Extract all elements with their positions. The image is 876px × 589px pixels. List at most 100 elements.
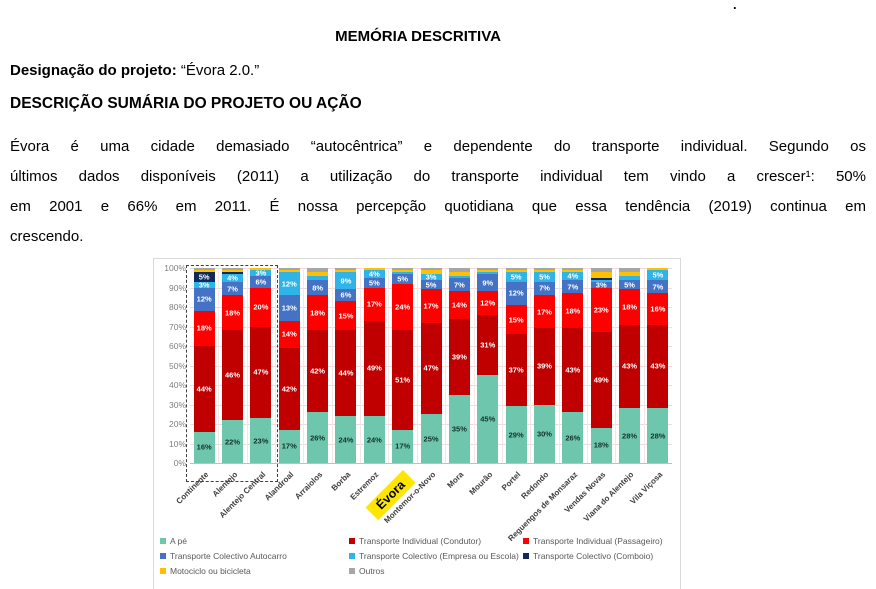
- bar-segment: 5%: [363, 277, 385, 288]
- stacked-bar: 35% 39% 14% 7%: [448, 268, 470, 463]
- segment-value-label: 5%: [539, 272, 550, 282]
- segment-value-label: 29%: [508, 429, 524, 439]
- bar-segment: 37%: [505, 334, 527, 407]
- bar-column: 16% 44% 18% 12% 3% 5%: [190, 268, 218, 463]
- project-designation: Designação do projeto: “Évora 2.0.”: [10, 62, 259, 79]
- bar-segment: 3%: [420, 273, 442, 280]
- bar-segment: [420, 268, 442, 270]
- segment-value-label: 14%: [451, 300, 467, 310]
- segment-value-label: 14%: [281, 329, 297, 339]
- stacked-bar: 24% 49% 17% 5% 4%: [363, 268, 385, 463]
- stacked-bar: 28% 43% 18% 5%: [619, 268, 641, 463]
- legend-swatch: [160, 553, 166, 559]
- bar-segment: 18%: [619, 289, 641, 325]
- segment-value-label: 12%: [281, 278, 297, 288]
- paragraph-line: em 2001 e 66% em 2011. É nossa percepção…: [10, 198, 866, 215]
- stacked-bar: 29% 37% 15% 12% 5%: [505, 268, 527, 463]
- bar-column: 26% 43% 18% 7% 4%: [559, 268, 587, 463]
- legend-swatch: [523, 553, 529, 559]
- top-dot: .: [733, 0, 737, 12]
- segment-value-label: 17%: [281, 441, 297, 451]
- stacked-bar: 16% 44% 18% 12% 3% 5%: [193, 268, 215, 463]
- bar-segment: [222, 268, 244, 271]
- segment-value-label: 25%: [423, 433, 439, 443]
- bar-segment: [505, 268, 527, 270]
- segment-value-label: 12%: [480, 298, 496, 308]
- bar-column: 26% 42% 18% 8%: [303, 268, 331, 463]
- gridline: [615, 268, 617, 463]
- legend-item: Transporte Colectivo (Comboio): [523, 551, 672, 561]
- bar-segment: 28%: [619, 408, 641, 463]
- bar-column: 24% 44% 15% 6% 9%: [332, 268, 360, 463]
- segment-value-label: 43%: [650, 361, 666, 371]
- segment-value-label: 13%: [281, 303, 297, 313]
- bar-segment: [420, 269, 442, 274]
- gridline: [360, 268, 362, 463]
- gridline: [416, 268, 418, 463]
- segment-value-label: 51%: [395, 375, 411, 385]
- bar-segment: [590, 271, 612, 278]
- segment-value-label: 6%: [340, 290, 352, 300]
- gridline: [586, 268, 588, 463]
- bar-segment: 20%: [250, 287, 272, 327]
- bar-segment: [448, 275, 470, 278]
- bar-column: 30% 39% 17% 7% 5%: [530, 268, 558, 463]
- chart-legend: A pé Transporte Individual (Condutor) Tran…: [160, 536, 672, 576]
- bar-segment: [222, 270, 244, 272]
- legend-swatch: [160, 538, 166, 544]
- bar-segment: 7%: [562, 279, 584, 294]
- bar-segment: 7%: [222, 281, 244, 296]
- bar-segment: 44%: [193, 346, 215, 432]
- description-paragraph: Évora é uma cidade demasiado “autocêntri…: [10, 132, 866, 252]
- gridline: [558, 268, 560, 463]
- bar-segment: 14%: [278, 320, 300, 348]
- bar-segment: 18%: [590, 427, 612, 463]
- bar-segment: [307, 268, 329, 272]
- section-heading: DESCRIÇÃO SUMÁRIA DO PROJETO OU AÇÃO: [10, 95, 362, 112]
- bar-segment: [477, 271, 499, 274]
- bar-segment: 16%: [193, 431, 215, 463]
- stacked-bar: 30% 39% 17% 7% 5%: [533, 268, 555, 463]
- bar-segment: 18%: [222, 295, 244, 331]
- bar-segment: 26%: [562, 412, 584, 463]
- bar-segment: 43%: [619, 324, 641, 409]
- y-axis-tick: 50%: [168, 360, 186, 371]
- segment-value-label: 3%: [198, 279, 210, 289]
- bar-segment: 44%: [335, 330, 357, 417]
- bar-segment: 5%: [619, 279, 641, 290]
- segment-value-label: 12%: [196, 294, 212, 304]
- legend-item: A pé: [160, 536, 349, 546]
- segment-value-label: 15%: [508, 314, 524, 324]
- legend-item: Motociclo ou bicicleta: [160, 566, 349, 576]
- bar-segment: 4%: [363, 269, 385, 278]
- segment-value-label: 43%: [565, 365, 581, 375]
- bar-column: 17% 42% 14% 13% 12%: [275, 268, 303, 463]
- segment-value-label: 17%: [366, 299, 382, 309]
- bar-segment: 12%: [193, 287, 215, 311]
- gridline: [246, 268, 248, 463]
- bar-segment: [392, 268, 414, 270]
- bar-segment: 35%: [448, 394, 470, 463]
- segment-value-label: 42%: [310, 366, 326, 376]
- y-axis-tick: 70%: [168, 321, 186, 332]
- bar-segment: 5%: [193, 271, 215, 282]
- bar-column: 45% 31% 12% 9%: [474, 268, 502, 463]
- segment-value-label: 28%: [650, 430, 666, 440]
- segment-value-label: 26%: [565, 432, 581, 442]
- paragraph-line: últimos dados disponíveis (2011) a utili…: [10, 168, 866, 185]
- segment-value-label: 31%: [480, 340, 496, 350]
- segment-value-label: 18%: [310, 308, 326, 318]
- segment-value-label: 37%: [508, 365, 524, 375]
- bar-segment: 4%: [222, 273, 244, 282]
- bar-segment: 45%: [477, 375, 499, 463]
- segment-value-label: 44%: [338, 368, 354, 378]
- segment-value-label: 49%: [593, 375, 609, 385]
- segment-value-label: 20%: [253, 302, 269, 312]
- stacked-bar: 24% 44% 15% 6% 9%: [335, 268, 357, 463]
- bar-segment: 5%: [420, 279, 442, 290]
- segment-value-label: 39%: [451, 351, 467, 361]
- segment-value-label: 3%: [425, 272, 437, 282]
- y-axis-tick: 0%: [173, 458, 186, 468]
- segment-value-label: 5%: [368, 277, 380, 287]
- gridline: [218, 268, 220, 463]
